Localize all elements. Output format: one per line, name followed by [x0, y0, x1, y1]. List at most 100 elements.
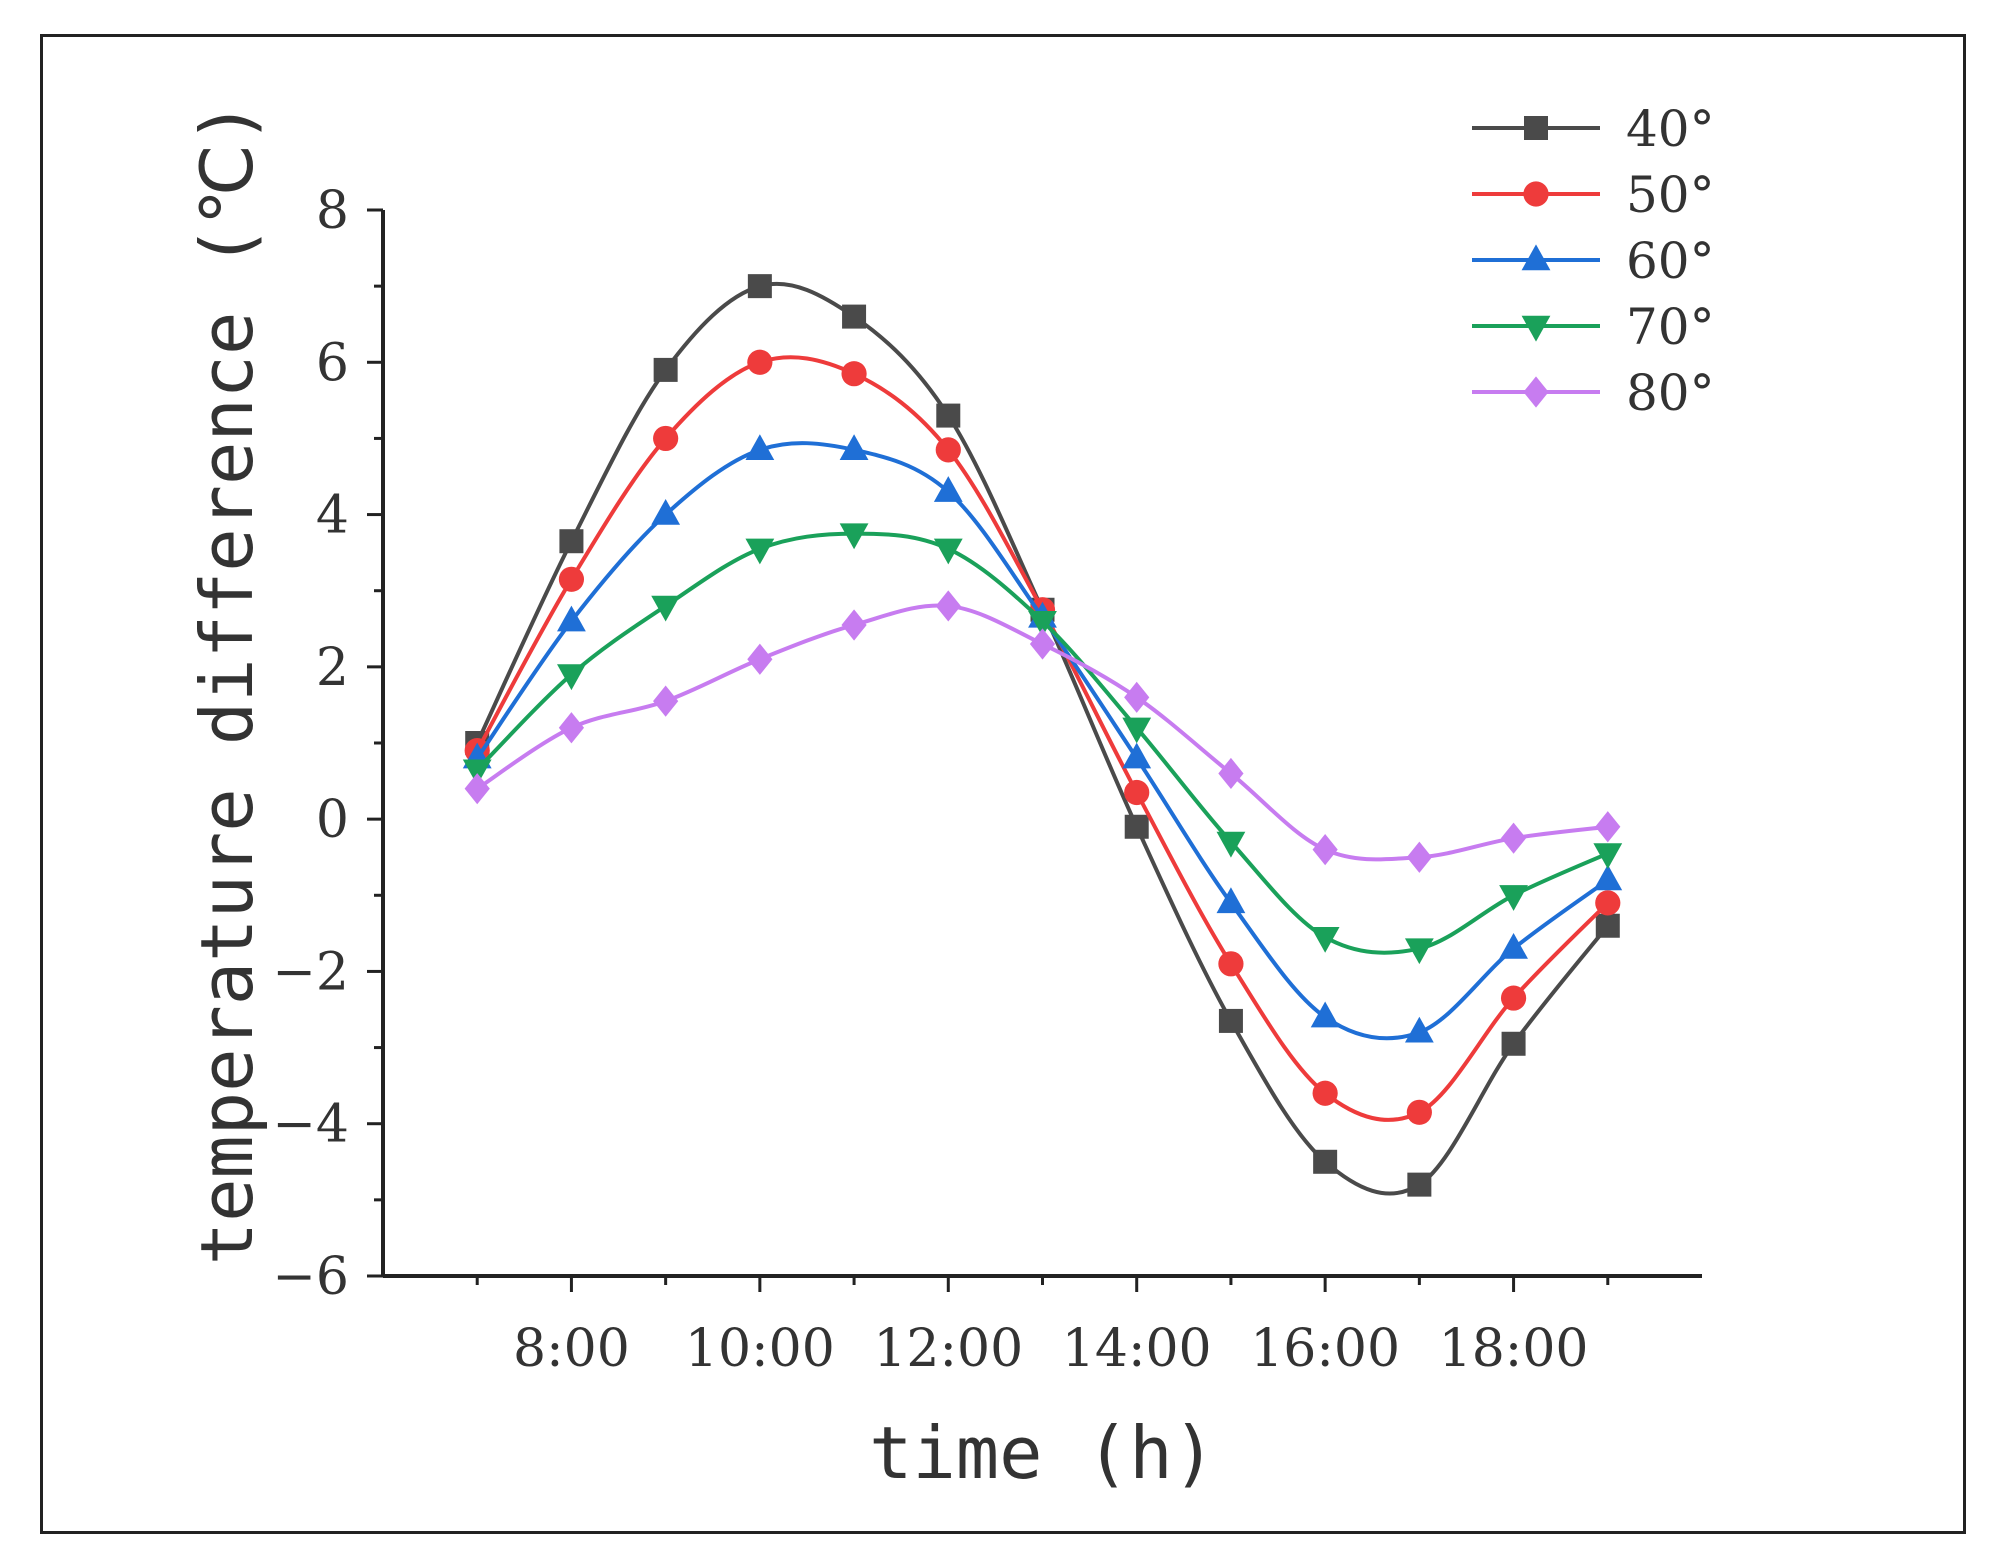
data-point — [1312, 834, 1338, 866]
data-point — [1218, 757, 1244, 790]
legend-label: 40° — [1626, 100, 1715, 158]
data-point — [653, 685, 679, 717]
data-point — [933, 538, 963, 565]
legend-marker — [1523, 181, 1549, 207]
y-tick-label: 2 — [316, 638, 349, 698]
data-point — [462, 759, 492, 786]
data-point — [1122, 742, 1152, 769]
series-layer — [462, 274, 1623, 1197]
legend-item: 70° — [1472, 298, 1715, 356]
y-tick-label: 8 — [316, 181, 349, 241]
data-point — [1407, 1172, 1432, 1197]
data-point — [841, 609, 867, 641]
data-point — [1595, 913, 1620, 938]
data-point — [559, 529, 584, 554]
figure-frame — [40, 34, 1966, 1534]
y-tick-label: −6 — [272, 1247, 349, 1307]
data-point — [1404, 1016, 1434, 1043]
legend-item: 60° — [1472, 232, 1715, 290]
axes — [381, 210, 1702, 1278]
data-point — [653, 425, 679, 452]
data-point — [1595, 890, 1621, 916]
y-axis-title: temperature difference (℃) — [185, 101, 269, 1266]
data-point — [1404, 938, 1434, 965]
data-point — [1028, 610, 1057, 637]
data-point — [841, 361, 867, 387]
x-tick-label: 18:00 — [1439, 1319, 1589, 1379]
data-point — [1501, 1031, 1526, 1056]
x-tick-label: 12:00 — [873, 1319, 1023, 1379]
ticks: −6 −4 −2 0 2 4 6 8 8:00 10:00 12:00 14:00 16:00 18:00 — [272, 181, 1610, 1379]
legend-label: 50° — [1626, 166, 1715, 224]
data-point — [1595, 811, 1621, 843]
legend-item: 40° — [1472, 100, 1715, 158]
x-axis-title: time (h) — [869, 1411, 1216, 1495]
data-point — [747, 349, 773, 375]
data-point — [842, 304, 867, 329]
data-point — [1310, 1001, 1340, 1028]
data-point — [936, 403, 961, 428]
data-point — [1029, 628, 1056, 660]
legend-label: 60° — [1626, 232, 1715, 290]
data-point — [1406, 1099, 1432, 1125]
y-tick-label: 0 — [316, 790, 349, 850]
series-line — [475, 441, 1609, 1041]
series-2 — [464, 349, 1621, 1125]
legend-label: 70° — [1626, 298, 1715, 356]
y-tick-label: 6 — [316, 333, 349, 393]
data-point — [1310, 926, 1340, 953]
y-tick-label: −2 — [272, 942, 349, 1002]
data-point — [1218, 951, 1244, 977]
data-point — [1313, 1149, 1338, 1174]
data-point — [935, 437, 961, 463]
x-tick-label: 10:00 — [685, 1319, 835, 1379]
data-point — [558, 712, 585, 744]
legend-marker — [1524, 116, 1548, 140]
legend-marker — [1523, 376, 1549, 408]
data-point — [557, 605, 586, 632]
data-point — [747, 643, 773, 675]
data-point — [1593, 843, 1623, 870]
series-1 — [465, 274, 1620, 1197]
data-point — [1593, 864, 1623, 891]
data-point — [1124, 779, 1150, 806]
data-point — [1499, 932, 1528, 959]
data-point — [747, 274, 772, 299]
series-4 — [462, 523, 1623, 965]
data-point — [1500, 985, 1527, 1011]
data-point — [745, 434, 775, 461]
data-point — [745, 538, 775, 565]
x-tick-label: 14:00 — [1062, 1319, 1212, 1379]
data-point — [935, 590, 961, 622]
x-tick-label: 8:00 — [513, 1319, 630, 1379]
data-point — [558, 566, 585, 592]
data-point — [557, 664, 586, 691]
data-point — [1406, 841, 1432, 873]
series-line — [475, 531, 1609, 955]
series-line — [475, 281, 1610, 1196]
data-point — [839, 434, 869, 461]
legend: 40° 50° 60° 70° 80° — [1472, 100, 1715, 422]
data-point — [651, 498, 681, 525]
legend-marker — [1521, 244, 1551, 271]
y-tick-label: 4 — [316, 486, 349, 546]
data-point — [464, 773, 490, 805]
legend-item: 50° — [1472, 166, 1715, 224]
data-point — [1218, 1008, 1243, 1033]
data-point — [653, 357, 678, 382]
series-line — [475, 355, 1610, 1122]
data-point — [1122, 717, 1152, 744]
data-point — [1500, 822, 1527, 854]
legend-label: 80° — [1626, 364, 1715, 422]
x-tick-label: 16:00 — [1250, 1319, 1400, 1379]
legend-marker — [1521, 315, 1551, 342]
y-tick-label: −4 — [272, 1095, 349, 1155]
series-3 — [462, 434, 1623, 1043]
data-point — [933, 476, 963, 502]
data-point — [1312, 1080, 1338, 1106]
data-point — [1216, 887, 1246, 914]
data-point — [1216, 831, 1246, 858]
data-point — [839, 523, 869, 550]
legend-item: 80° — [1472, 364, 1715, 422]
